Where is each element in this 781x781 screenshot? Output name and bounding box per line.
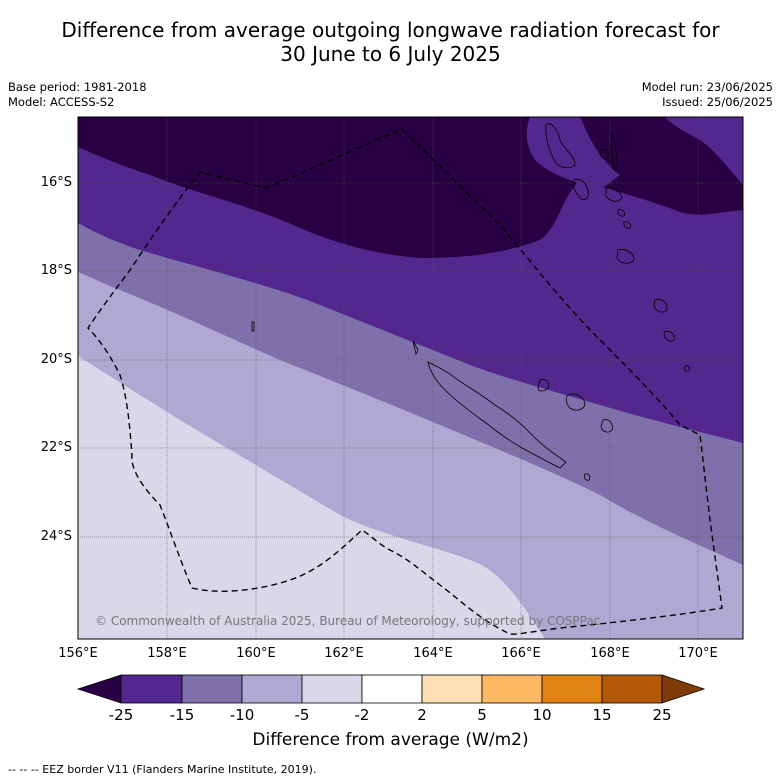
- colorbar-seg-1: [120, 674, 183, 704]
- eez-border: [87, 128, 723, 635]
- colorbar-tick: -10: [229, 706, 255, 724]
- lon-label-156e: 156°E: [58, 646, 98, 661]
- colorbar-tick: -25: [108, 706, 134, 724]
- hunter-island: [684, 365, 690, 372]
- lon-label-160e: 160°E: [236, 646, 276, 661]
- band-upper-right-corner: [665, 117, 743, 185]
- lon-label-162e: 162°E: [324, 646, 364, 661]
- lat-label-18s: 18°S: [40, 263, 72, 278]
- colorbar-tick: -5: [294, 706, 310, 724]
- colorbar-tick: 2: [417, 706, 427, 724]
- efate: [605, 187, 623, 202]
- colorbar-seg-7: [481, 674, 543, 704]
- model-name: Model: ACCESS-S2: [8, 95, 115, 109]
- colorbar-tick: -15: [169, 706, 195, 724]
- colorbar-tick: 5: [477, 706, 487, 724]
- map-title: Difference from average outgoing longwav…: [0, 18, 781, 66]
- band-upper-right-bulge: [526, 117, 620, 190]
- shepherd-islands: [617, 209, 625, 217]
- lon-label-168e: 168°E: [590, 646, 630, 661]
- ouvea-island: [537, 379, 549, 392]
- ambrym: [599, 149, 609, 159]
- map-area: © Commonwealth of Australia 2025, Bureau…: [78, 117, 743, 639]
- mare-island: [600, 419, 613, 433]
- colorbar-seg-5: [361, 674, 423, 704]
- lon-label-158e: 158°E: [147, 646, 187, 661]
- lat-label-16s: 16°S: [40, 175, 72, 190]
- colorbar-left-extend: [76, 674, 122, 704]
- colorbar-seg-4: [301, 674, 363, 704]
- colorbar-tick: -2: [354, 706, 370, 724]
- title-line-1: Difference from average outgoing longwav…: [61, 18, 720, 42]
- colorbar-seg-8: [541, 674, 603, 704]
- lat-label-20s: 20°S: [40, 352, 72, 367]
- colorbar-label: Difference from average (W/m2): [252, 730, 529, 750]
- chesterfield-islet: [251, 321, 255, 332]
- issued-date: Issued: 25/06/2025: [662, 95, 773, 109]
- new-caledonia-coastline: [427, 361, 567, 469]
- isle-of-pines: [583, 473, 591, 481]
- lon-label-164e: 164°E: [413, 646, 453, 661]
- meta-right: Model run: 23/06/2025 Issued: 25/06/2025: [642, 80, 773, 110]
- matthew-island: [663, 331, 675, 342]
- graticule: [78, 117, 743, 639]
- model-run: Model run: 23/06/2025: [641, 80, 773, 94]
- colorbar-right-extend: [661, 674, 706, 704]
- malekula: [572, 179, 589, 200]
- colorbar-seg-3: [241, 674, 303, 704]
- lat-label-24s: 24°S: [40, 529, 72, 544]
- colorbar-tick: 15: [592, 706, 612, 724]
- copyright-text: © Commonwealth of Australia 2025, Bureau…: [95, 614, 600, 628]
- colorbar-seg-2: [181, 674, 243, 704]
- colorbar-tick: 25: [652, 706, 672, 724]
- espiritu-santo: [545, 123, 576, 169]
- title-line-2: 30 June to 6 July 2025: [280, 42, 501, 66]
- tanna: [616, 249, 635, 264]
- aneityum: [653, 299, 668, 313]
- maewo: [610, 132, 619, 171]
- lon-label-166e: 166°E: [501, 646, 541, 661]
- colorbar-seg-9: [601, 674, 663, 704]
- colorbar: [76, 674, 706, 704]
- lifou-island: [565, 393, 586, 411]
- meta-left: Base period: 1981-2018 Model: ACCESS-S2: [8, 80, 147, 110]
- base-period: Base period: 1981-2018: [8, 80, 147, 94]
- eez-legend-footer: -- -- -- EEZ border V11 (Flanders Marine…: [8, 763, 317, 776]
- lon-label-170e: 170°E: [678, 646, 718, 661]
- map-frame: [77, 116, 744, 640]
- colorbar-tick: 10: [532, 706, 552, 724]
- erromango: [623, 221, 631, 229]
- belep-islet: [412, 340, 419, 356]
- colorbar-seg-6: [421, 674, 483, 704]
- lat-label-22s: 22°S: [40, 440, 72, 455]
